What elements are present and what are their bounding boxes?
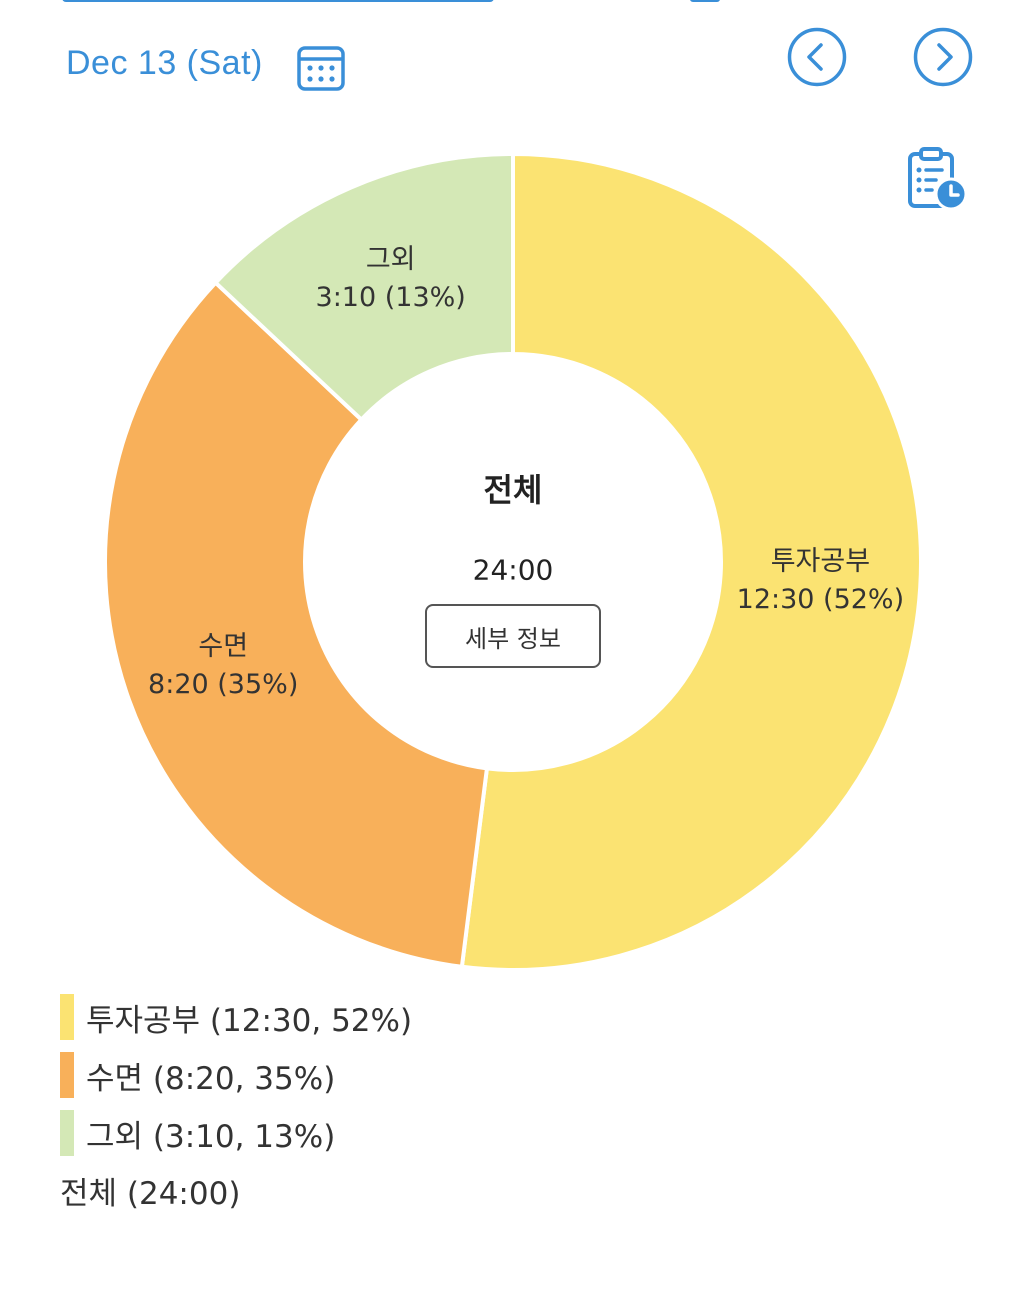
clipboard-clock-icon[interactable] — [904, 146, 970, 212]
slice-label-name: 투자공부 — [770, 546, 871, 578]
legend-swatch — [60, 994, 74, 1040]
legend-item: 그외 (3:10, 13%) — [60, 1110, 412, 1156]
slice-label-value: 8:20 (35%) — [148, 669, 299, 701]
slice-label: 투자공부 12:30 (52%) — [737, 543, 904, 619]
slice-label-value: 12:30 (52%) — [736, 584, 905, 616]
chevron-left-circle-icon — [787, 27, 847, 87]
slice-label: 그외 3:10 (13%) — [316, 241, 466, 317]
calendar-icon[interactable] — [296, 42, 346, 92]
legend-swatch — [60, 1110, 74, 1156]
legend-swatch — [60, 1052, 74, 1098]
donut-slice[interactable] — [459, 151, 923, 972]
legend: 투자공부 (12:30, 52%) 수면 (8:20, 35%) 그외 (3:1… — [60, 994, 412, 1213]
slice-label: 수면 8:20 (35%) — [148, 628, 298, 704]
slice-label-value: 3:10 (13%) — [315, 282, 466, 314]
date-label[interactable]: Dec 13 (Sat) — [66, 44, 263, 82]
top-tab-indicator — [62, 0, 494, 2]
top-tab-remnant — [690, 0, 720, 2]
center-total: 24:00 — [472, 553, 554, 587]
donut-slice[interactable] — [212, 151, 515, 423]
legend-item: 투자공부 (12:30, 52%) — [60, 994, 412, 1040]
donut-chart — [103, 151, 923, 972]
legend-item: 수면 (8:20, 35%) — [60, 1052, 412, 1098]
next-day-button[interactable] — [912, 26, 974, 88]
previous-day-button[interactable] — [786, 26, 848, 88]
slice-label-name: 수면 — [198, 631, 249, 663]
center-title: 전체 — [483, 471, 543, 509]
legend-label: 수면 (8:20, 35%) — [86, 1060, 336, 1097]
legend-total: 전체 (24:00) — [60, 1176, 241, 1212]
chevron-right-circle-icon — [913, 27, 973, 87]
donut-slice[interactable] — [103, 279, 490, 970]
detail-button[interactable]: 세부 정보 — [425, 604, 601, 668]
legend-label: 투자공부 (12:30, 52%) — [86, 1002, 413, 1039]
slice-label-name: 그외 — [365, 244, 416, 276]
legend-label: 그외 (3:10, 13%) — [86, 1118, 336, 1155]
